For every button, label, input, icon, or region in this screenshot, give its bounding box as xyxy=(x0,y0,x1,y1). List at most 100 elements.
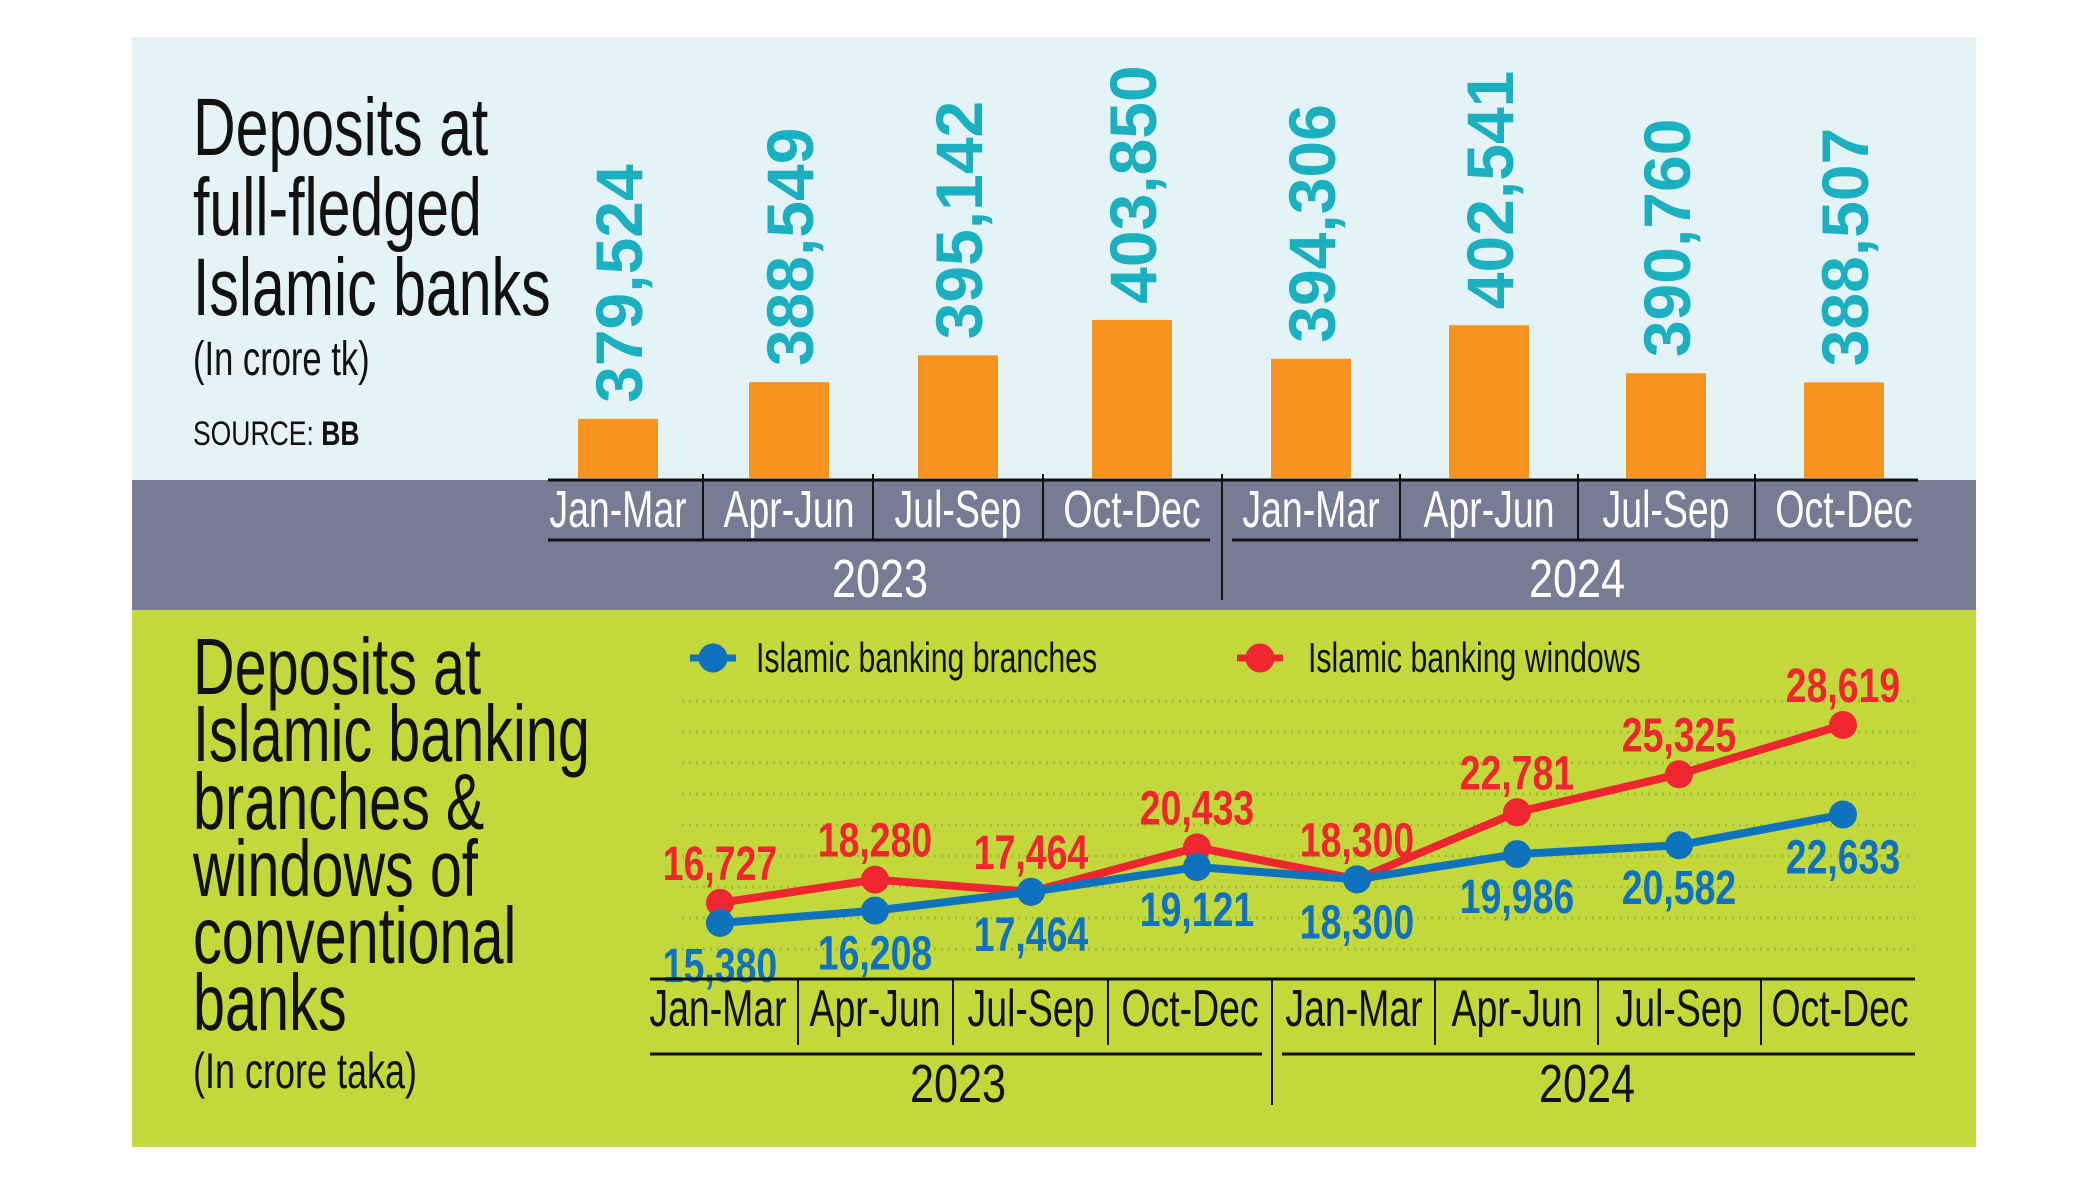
line-chart-title: Deposits at Islamic banking branches & w… xyxy=(192,622,590,1100)
bar-category-label: Jan-Mar xyxy=(1242,480,1379,539)
line-category-label: Jan-Mar xyxy=(1285,979,1422,1038)
bar-title-line: Islamic banks xyxy=(193,242,551,334)
bar-category-label: Jan-Mar xyxy=(549,480,686,539)
branches-value-label: 18,300 xyxy=(1300,896,1414,950)
bar-category-label-group: Oct-Dec xyxy=(1063,480,1200,539)
bar xyxy=(1626,373,1706,478)
branches-point xyxy=(706,909,734,937)
windows-value-label: 16,727 xyxy=(663,837,777,891)
source-note: SOURCE: BB xyxy=(193,415,359,453)
bar-category-label-group: Apr-Jun xyxy=(723,480,854,539)
branches-value-label: 19,121 xyxy=(1140,884,1254,938)
windows-point xyxy=(706,888,734,917)
bar-category-label-group: Jul-Sep xyxy=(895,480,1022,539)
bar-value-label-group: 379,524 xyxy=(582,164,656,403)
branches-value-label: 15,380 xyxy=(663,940,777,994)
bar-value-label-group: 395,142 xyxy=(922,101,996,340)
branches-value-label-group: 18,300 xyxy=(1300,896,1414,950)
bar xyxy=(1449,325,1529,478)
branches-value-label-group: 16,208 xyxy=(818,927,932,981)
bar-title-line: full-fledged xyxy=(193,162,482,254)
line-category-label: Jan-Mar xyxy=(649,979,786,1038)
bar-year-label-group: 2023 xyxy=(832,550,928,610)
bar-value-label: 379,524 xyxy=(582,164,656,403)
line-category-label: Apr-Jun xyxy=(1451,979,1582,1038)
line-title-line: conventional xyxy=(193,891,516,981)
windows-value-label-group: 25,325 xyxy=(1622,709,1736,763)
line-title-line: banks xyxy=(193,958,347,1048)
windows-value-label: 22,781 xyxy=(1460,747,1574,801)
bar xyxy=(578,418,658,478)
branches-value-label-group: 22,633 xyxy=(1786,831,1900,885)
windows-value-label: 17,464 xyxy=(974,826,1089,880)
branches-value-label: 19,986 xyxy=(1460,871,1574,925)
bar-value-label-group: 394,306 xyxy=(1275,104,1349,343)
line-unit: (In crore taka) xyxy=(193,1044,417,1099)
branches-value-label-group: 17,464 xyxy=(974,908,1089,962)
windows-line xyxy=(719,721,1845,907)
windows-value-label-group: 18,280 xyxy=(818,814,932,868)
line-category-label: Jul-Sep xyxy=(1616,979,1743,1038)
line-title-line: branches & xyxy=(193,757,484,847)
windows-value-label: 18,300 xyxy=(1300,814,1414,868)
bar-category-label: Jul-Sep xyxy=(895,480,1022,539)
bar-category-label-group: Apr-Jun xyxy=(1423,480,1554,539)
windows-value-label: 18,280 xyxy=(818,814,932,868)
legend-windows-marker xyxy=(1245,643,1275,673)
branches-point xyxy=(1829,800,1857,829)
bar-category-label-group: Oct-Dec xyxy=(1775,480,1912,539)
line-category-label: Oct-Dec xyxy=(1121,979,1258,1038)
windows-value-label-group: 18,300 xyxy=(1300,814,1414,868)
branches-value-label: 17,464 xyxy=(974,908,1089,962)
bar-chart-title: Deposits at full-fledged Islamic banks (… xyxy=(193,82,551,386)
bar-category-label: Apr-Jun xyxy=(1423,480,1554,539)
bar-value-label-group: 403,850 xyxy=(1096,65,1170,304)
branches-value-label: 20,582 xyxy=(1622,862,1736,916)
line-category-label: Jul-Sep xyxy=(968,979,1095,1038)
windows-value-label-group: 28,619 xyxy=(1786,660,1900,714)
windows-value-label-group: 20,433 xyxy=(1140,782,1254,836)
line-title-line: Deposits at xyxy=(193,622,481,712)
bar-value-label: 403,850 xyxy=(1096,65,1170,304)
line-category-label: Apr-Jun xyxy=(809,979,940,1038)
bar-value-label: 388,507 xyxy=(1808,128,1882,367)
line-year-label: 2023 xyxy=(910,1055,1006,1115)
branches-value-label-group: 15,380 xyxy=(663,940,777,994)
bar xyxy=(1271,358,1351,478)
bar-category-label: Oct-Dec xyxy=(1775,480,1912,539)
bar-category-label: Oct-Dec xyxy=(1063,480,1200,539)
branches-value-label: 22,633 xyxy=(1786,831,1900,885)
line-category-label: Oct-Dec xyxy=(1771,979,1908,1038)
line-category-label-group: Jul-Sep xyxy=(968,979,1095,1038)
bar-title-line: Deposits at xyxy=(193,82,488,174)
windows-point xyxy=(1829,711,1857,739)
bar-value-label-group: 402,541 xyxy=(1453,71,1527,310)
bar xyxy=(1804,382,1884,478)
line-title-line: Islamic banking xyxy=(193,689,590,779)
branches-point xyxy=(861,896,889,925)
branches-point xyxy=(1503,840,1531,869)
windows-value-label-group: 16,727 xyxy=(663,837,777,891)
bar-value-label: 402,541 xyxy=(1453,71,1527,310)
bar-category-label: Jul-Sep xyxy=(1603,480,1730,539)
bar-value-label: 394,306 xyxy=(1275,104,1349,343)
windows-point xyxy=(1183,833,1211,862)
windows-value-label-group: 17,464 xyxy=(974,826,1089,880)
windows-point xyxy=(861,865,889,894)
bar-value-label: 395,142 xyxy=(922,101,996,340)
line-title-line: windows of xyxy=(192,824,478,914)
bar-category-label-group: Jul-Sep xyxy=(1603,480,1730,539)
line-category-label-group: Jan-Mar xyxy=(1285,979,1422,1038)
line-category-label-group: Oct-Dec xyxy=(1121,979,1258,1038)
line-category-label-group: Apr-Jun xyxy=(809,979,940,1038)
branches-line xyxy=(719,810,1844,927)
windows-value-label-group: 22,781 xyxy=(1460,747,1574,801)
windows-point xyxy=(1503,798,1531,827)
line-category-label-group: Apr-Jun xyxy=(1451,979,1582,1038)
windows-value-label: 20,433 xyxy=(1140,782,1254,836)
bar-year-label-group: 2024 xyxy=(1529,550,1625,610)
svg-text:SOURCE: BB: SOURCE: BB xyxy=(193,415,359,453)
source-value: BB xyxy=(321,415,359,453)
windows-value-label: 25,325 xyxy=(1622,709,1736,763)
